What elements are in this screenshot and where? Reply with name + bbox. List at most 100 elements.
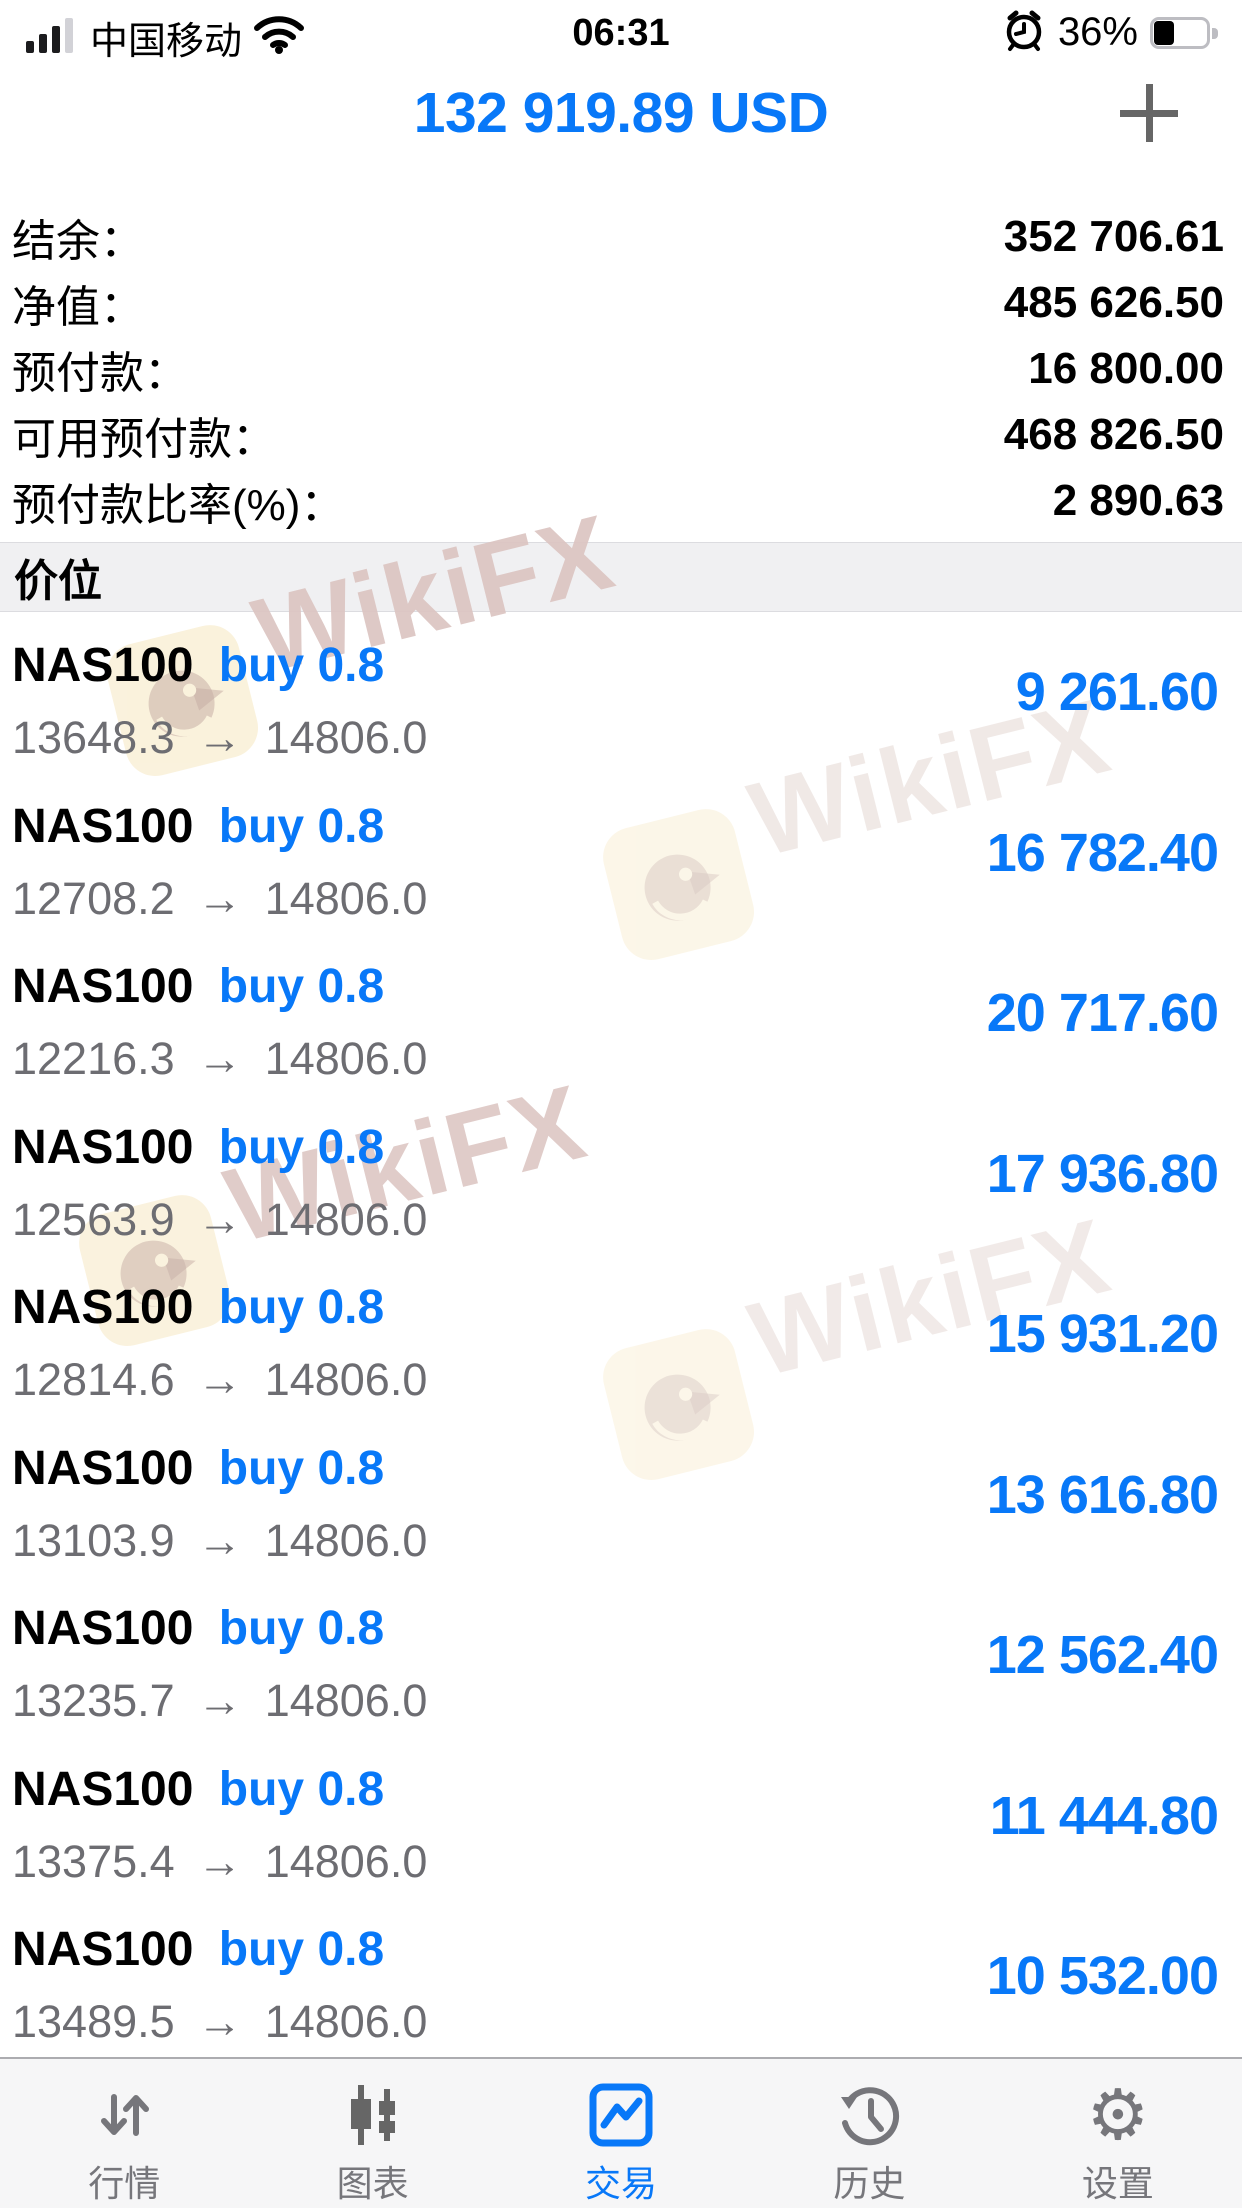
- summary-label: 预付款：: [12, 349, 188, 398]
- position-row[interactable]: NAS100 buy 0.8 13648.3 → 14806.0 9 261.6…: [0, 612, 1242, 773]
- position-symbol: NAS100: [12, 639, 194, 692]
- gear-icon: ⚙: [1086, 2074, 1150, 2156]
- summary-value: 468 826.50: [1003, 410, 1224, 459]
- position-side-volume: buy 0.8: [218, 1602, 385, 1655]
- summary-row: 预付款： 16 800.00: [12, 336, 1224, 402]
- position-symbol: NAS100: [12, 1120, 194, 1174]
- position-row[interactable]: NAS100 buy 0.8 13375.4 → 14806.0 11 444.…: [0, 1736, 1242, 1897]
- position-profit: 11 444.80: [989, 1785, 1219, 1846]
- summary-label: 可用预付款：: [12, 415, 276, 464]
- position-row[interactable]: NAS100 buy 0.8 12814.6 → 14806.0 15 931.…: [0, 1254, 1242, 1415]
- position-profit: 13 616.80: [986, 1464, 1219, 1525]
- summary-value: 352 706.61: [1003, 212, 1224, 261]
- clock-time: 06:31: [572, 12, 670, 54]
- position-row[interactable]: NAS100 buy 0.8 12216.3 → 14806.0 20 717.…: [0, 933, 1242, 1094]
- position-row[interactable]: NAS100 buy 0.8 13103.9 → 14806.0 13 616.…: [0, 1415, 1242, 1576]
- summary-row: 结余： 352 706.61: [12, 204, 1224, 270]
- trade-chart-icon: [589, 2079, 653, 2151]
- candlestick-icon: [341, 2079, 405, 2151]
- arrow-right-icon: →: [197, 1354, 243, 1405]
- position-current-price: 14806.0: [264, 1835, 428, 1887]
- summary-value: 2 890.63: [1052, 476, 1224, 525]
- position-row[interactable]: NAS100 buy 0.8 12708.2 → 14806.0 16 782.…: [0, 773, 1242, 934]
- battery-icon: [1150, 15, 1222, 51]
- position-open-price: 13103.9: [12, 1514, 175, 1566]
- summary-row: 可用预付款： 468 826.50: [12, 402, 1224, 468]
- arrow-right-icon: →: [197, 1514, 243, 1566]
- position-open-price: 13489.5: [12, 1996, 175, 2047]
- positions-list: NAS100 buy 0.8 13648.3 → 14806.0 9 261.6…: [0, 612, 1242, 2057]
- position-current-price: 14806.0: [264, 1033, 428, 1084]
- alarm-icon: [1002, 8, 1046, 57]
- battery-percent-label: 36%: [1057, 10, 1138, 54]
- position-open-price: 13235.7: [12, 1675, 175, 1726]
- tab-charts[interactable]: 图表: [248, 2059, 496, 2208]
- position-current-price: 14806.0: [264, 872, 428, 924]
- position-side-volume: buy 0.8: [218, 1762, 385, 1816]
- tab-trade[interactable]: 交易: [497, 2059, 745, 2208]
- positions-section-header: 价位: [0, 542, 1242, 612]
- position-side-volume: buy 0.8: [218, 639, 385, 692]
- position-side-volume: buy 0.8: [218, 1923, 385, 1976]
- position-profit: 17 936.80: [986, 1143, 1219, 1204]
- summary-label: 净值：: [12, 283, 144, 332]
- position-current-price: 14806.0: [264, 1996, 428, 2047]
- bottom-tab-bar: 行情 图表 交易: [0, 2057, 1242, 2208]
- account-summary: 结余： 352 706.61 净值： 485 626.50 预付款： 16 80…: [0, 166, 1242, 534]
- signal-strength-icon: [26, 17, 78, 58]
- tab-history[interactable]: 历史: [745, 2059, 993, 2208]
- position-side-volume: buy 0.8: [218, 1441, 385, 1495]
- wifi-icon: [254, 16, 305, 59]
- history-clock-icon: [835, 2079, 903, 2151]
- position-profit: 9 261.60: [1015, 662, 1219, 723]
- position-current-price: 14806.0: [264, 1514, 428, 1566]
- arrow-right-icon: →: [197, 1996, 243, 2047]
- position-open-price: 12563.9: [12, 1193, 175, 1245]
- add-order-button[interactable]: [1120, 84, 1178, 142]
- summary-row: 净值： 485 626.50: [12, 270, 1224, 336]
- arrow-right-icon: →: [197, 1675, 243, 1726]
- position-side-volume: buy 0.8: [218, 799, 385, 853]
- position-profit: 20 717.60: [986, 983, 1219, 1044]
- position-profit: 12 562.40: [986, 1625, 1219, 1686]
- account-header: 132 919.89 USD: [0, 62, 1242, 166]
- position-side-volume: buy 0.8: [218, 1120, 385, 1174]
- status-bar: 中国移动 06:31 36%: [0, 0, 1242, 63]
- position-profit: 10 532.00: [986, 1946, 1219, 2007]
- position-symbol: NAS100: [12, 1602, 194, 1655]
- arrow-right-icon: →: [197, 712, 243, 763]
- tab-settings[interactable]: ⚙ 设置: [1081, 2074, 1154, 2204]
- summary-row: 预付款比率(%)： 2 890.63: [12, 468, 1224, 534]
- position-symbol: NAS100: [12, 799, 194, 853]
- carrier-label: 中国移动: [90, 21, 243, 63]
- position-symbol: NAS100: [12, 1281, 194, 1334]
- position-row[interactable]: NAS100 buy 0.8 12563.9 → 14806.0 17 936.…: [0, 1094, 1242, 1255]
- position-profit: 16 782.40: [986, 822, 1219, 883]
- quotes-arrows-icon: [92, 2079, 156, 2151]
- arrow-right-icon: →: [197, 1835, 243, 1887]
- arrow-right-icon: →: [197, 1193, 243, 1245]
- position-current-price: 14806.0: [264, 712, 428, 763]
- position-symbol: NAS100: [12, 1762, 194, 1816]
- account-balance-total: 132 919.89 USD: [413, 81, 829, 145]
- position-side-volume: buy 0.8: [218, 960, 385, 1013]
- position-symbol: NAS100: [12, 1441, 194, 1495]
- position-open-price: 13648.3: [12, 712, 175, 763]
- position-symbol: NAS100: [12, 960, 194, 1013]
- position-open-price: 12708.2: [12, 872, 175, 924]
- position-current-price: 14806.0: [264, 1193, 428, 1245]
- position-open-price: 12216.3: [12, 1033, 175, 1084]
- summary-label: 预付款比率(%)：: [12, 481, 345, 530]
- section-title: 价位: [14, 557, 102, 606]
- position-side-volume: buy 0.8: [218, 1281, 385, 1334]
- arrow-right-icon: →: [197, 1033, 243, 1084]
- position-row[interactable]: NAS100 buy 0.8 13235.7 → 14806.0 12 562.…: [0, 1575, 1242, 1736]
- position-row[interactable]: NAS100 buy 0.8 13489.5 → 14806.0 10 532.…: [0, 1896, 1242, 2057]
- tab-quotes[interactable]: 行情: [0, 2059, 248, 2208]
- position-open-price: 12814.6: [12, 1354, 175, 1405]
- position-symbol: NAS100: [12, 1923, 194, 1976]
- summary-value: 485 626.50: [1003, 278, 1224, 327]
- position-open-price: 13375.4: [12, 1835, 175, 1887]
- position-profit: 15 931.20: [986, 1304, 1219, 1365]
- position-current-price: 14806.0: [264, 1675, 428, 1726]
